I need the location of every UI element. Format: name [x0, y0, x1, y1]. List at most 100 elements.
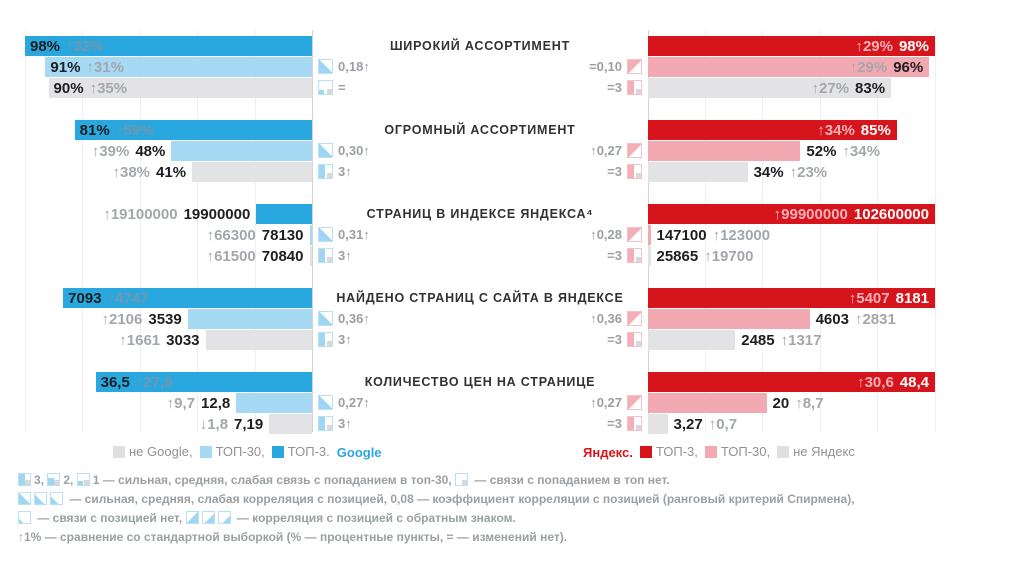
bar-row: ↑29% 98%: [648, 36, 935, 56]
legend-google-brand: Google: [336, 444, 382, 460]
bar-row: ↑27% 83%: [648, 78, 935, 98]
bar-label: ↑27% 83%: [812, 78, 886, 98]
legend-label: ТОП-3.: [287, 444, 330, 459]
bar-label: ↑30,6 48,4: [857, 372, 929, 392]
tri-sm-icon: [50, 492, 63, 505]
bar-delta: ↑19100000: [103, 205, 178, 223]
gray-swatch-icon: [777, 445, 790, 458]
bar-delta: ↑59%: [115, 121, 154, 139]
bar-value: 85%: [860, 121, 891, 139]
bar-value: 96%: [893, 58, 924, 76]
gridline: [762, 30, 764, 432]
connection-yandex-value: =3: [607, 248, 622, 263]
bar-label: ↑99900000 102600000: [774, 204, 929, 224]
connection-yandex-icon: [627, 332, 642, 347]
bar-value: 102600000: [853, 205, 929, 223]
bar-row: 4603 ↑2831: [648, 309, 935, 329]
metric-title: СТРАНИЦ В ИНДЕКСЕ ЯНДЕКСА⁴: [366, 207, 594, 221]
footnote-text: 2,: [63, 473, 77, 487]
gridline: [254, 30, 256, 432]
bar-delta: ↑38%: [112, 163, 151, 181]
bar-delta: ↑61500: [206, 247, 256, 265]
gridline: [139, 30, 141, 432]
bar: ↑30,6 48,4: [648, 372, 935, 392]
connection-google-value: 3↑: [338, 248, 352, 263]
correlation-yandex: ↑0,36: [590, 311, 642, 326]
bar-label: 25865 ↑19700: [657, 248, 754, 265]
correlation-yandex: ↑0,28: [590, 227, 642, 242]
bar: [269, 414, 312, 434]
bar-delta: ↑27%: [811, 79, 850, 97]
correlation-yandex-value: =0,10: [589, 59, 622, 74]
legend-item: ТОП-3,: [639, 444, 698, 459]
yandex-panel: ↑30,6 48,4 20 ↑8,7 3,27 ↑0,7: [648, 372, 935, 435]
correlation-google-value: 0,30↑: [338, 143, 370, 158]
bar-value: 4603: [815, 310, 849, 328]
yandex-panel: ↑5407 8181 4603 ↑2831 2485 ↑1317: [648, 288, 935, 351]
bar-row: 81% ↑59%: [25, 120, 312, 140]
bar-label: ↑29% 96%: [850, 57, 924, 77]
bar-value: 48,4: [899, 373, 929, 391]
connection-google-value: 3↑: [338, 164, 352, 179]
bar-delta: ↑29%: [849, 58, 888, 76]
bar-row: ↑9,7 12,8: [25, 393, 312, 413]
bar-label: 4603 ↑2831: [816, 311, 896, 328]
bar-row: 25865 ↑19700: [648, 246, 935, 266]
connection-row: 3↑ =3: [312, 329, 648, 350]
bar: [205, 330, 312, 350]
correlation-google-value: 0,18↑: [338, 59, 370, 74]
bar-delta: ↑27,9: [135, 373, 173, 391]
gridline: [877, 30, 879, 432]
correlation-yandex: ↑0,27: [590, 143, 642, 158]
connection-yandex: =3: [607, 416, 642, 431]
connection-row: 3↑ =3: [312, 161, 648, 182]
rev-md-icon: [201, 511, 215, 524]
bar-row: ↑34% 85%: [648, 120, 935, 140]
conn0-icon: [455, 473, 469, 486]
bar-label: 147100 ↑123000: [657, 227, 771, 244]
legend-yandex-items: ТОП-3, ТОП-30, не Яндекс: [639, 444, 862, 461]
bar-delta: ↑66300: [206, 226, 256, 244]
metric-title: КОЛИЧЕСТВО ЦЕН НА СТРАНИЦЕ: [364, 375, 596, 389]
bar-value: 8181: [895, 289, 929, 307]
bar-row: ↑2106 3539: [25, 309, 312, 329]
bar-delta: ↑2831: [854, 310, 896, 328]
bar-value: 3033: [166, 331, 200, 349]
correlation-yandex-value: ↑0,27: [590, 395, 622, 410]
bar-row: 3,27 ↑0,7: [648, 414, 935, 434]
bar-label: 52% ↑34%: [806, 143, 880, 160]
bar-label: 3,27 ↑0,7: [674, 416, 738, 433]
correlation-google-value: 0,36↑: [338, 311, 370, 326]
bar-value: 2485: [741, 331, 775, 349]
bar: ↑27% 83%: [648, 78, 892, 98]
connection-row: 3↑ =3: [312, 245, 648, 266]
metric-title: НАЙДЕНО СТРАНИЦ С САЙТА В ЯНДЕКСЕ: [336, 291, 624, 305]
correlation-yandex-icon: [627, 59, 642, 74]
rev-sm-icon: [217, 511, 231, 524]
bar-value: 19900000: [183, 205, 251, 223]
bar-label: ↓1,8 7,19: [200, 416, 264, 433]
bar-row: 52% ↑34%: [648, 141, 935, 161]
bar-row: 34% ↑23%: [648, 162, 935, 182]
google-panel: 81% ↑59% ↑39% 48% ↑38% 41%: [0, 120, 312, 183]
bar-label: ↑5407 8181: [849, 288, 929, 308]
bar-row: ↑39% 48%: [25, 141, 312, 161]
bar-delta: ↑8,7: [795, 394, 824, 412]
connection-google-icon: [318, 248, 333, 263]
bar-delta: ↑39%: [91, 142, 130, 160]
bar-row: ↑30,6 48,4: [648, 372, 935, 392]
connection-google: 3↑: [318, 332, 352, 347]
bar: [187, 309, 312, 329]
gridline: [705, 30, 706, 432]
bar: ↑34% 85%: [648, 120, 897, 140]
legend-item: не Яндекс: [777, 444, 855, 459]
connection-google-icon: [318, 80, 333, 95]
bar-row: ↑61500 70840: [25, 246, 312, 266]
correlation-google-icon: [318, 311, 333, 326]
bar: [648, 393, 767, 413]
metric-group: 7093 ↑4747 ↑2106 3539 ↑1661 3033 НАЙДЕНО СТРА…: [0, 288, 1024, 351]
connection-google-value: 3↑: [338, 416, 352, 431]
metric-center: ОГРОМНЫЙ АССОРТИМЕНТ 0,30↑ ↑0,27 3↑ =3: [312, 120, 648, 183]
correlation-yandex-value: ↑0,36: [590, 311, 622, 326]
correlation-google-icon: [318, 143, 333, 158]
